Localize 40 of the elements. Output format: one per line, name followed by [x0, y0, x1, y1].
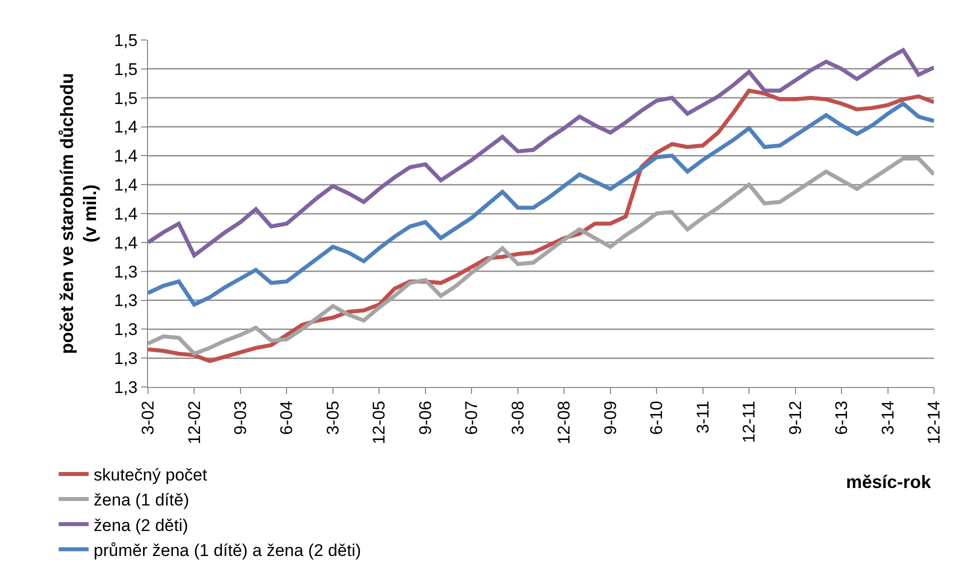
x-tick-label: 3-11	[693, 400, 712, 434]
x-tick-label: 9-09	[600, 400, 620, 435]
x-tick-label: 9-03	[230, 400, 250, 435]
y-tick-label: 1,5	[114, 60, 138, 79]
line-series	[148, 156, 934, 356]
y-tick-label: 1,3	[114, 320, 138, 340]
y-tick-label: 1,4	[114, 204, 138, 224]
line-series	[148, 102, 934, 307]
x-tick-label: 3-14	[878, 400, 898, 435]
y-axis-title: počet žen ve starobním důchodu (v mil.)	[56, 72, 100, 354]
y-tick-label: 1,4	[114, 176, 138, 195]
y-tick-label: 1,4	[114, 118, 138, 137]
y-tick-label: 1,4	[114, 233, 138, 252]
y-tick-label: 1,3	[114, 349, 138, 368]
x-tick-label: 12-02	[184, 400, 204, 444]
y-tick-label: 1,4	[114, 146, 138, 166]
y-tick-label: 1,3	[114, 378, 138, 397]
x-tick-label: 12-14	[924, 400, 944, 444]
y-tick-label: 1,5	[114, 88, 138, 108]
x-tick-label: 3-02	[138, 400, 158, 435]
x-tick-label: 6-10	[647, 400, 666, 435]
x-tick-label: 6-04	[277, 400, 296, 435]
y-tick-label: 1,5	[114, 30, 138, 50]
legend-label: žena (2 děti)	[94, 516, 188, 535]
legend-label: žena (1 dítě)	[94, 490, 190, 510]
x-tick-label: 12-11	[740, 400, 759, 444]
legend-label: skutečný počet	[94, 466, 208, 485]
x-axis-title: měsíc-rok	[846, 472, 932, 492]
y-tick-label: 1,3	[114, 291, 138, 310]
x-tick-label: 3-05	[323, 400, 342, 435]
x-tick-label: 3-08	[508, 400, 528, 435]
x-tick-label: 9-06	[416, 400, 435, 435]
legend-label: průměr žena (1 dítě) a žena (2 děti)	[94, 540, 362, 560]
y-tick-label: 1,3	[114, 262, 138, 282]
x-tick-label: 6-07	[462, 400, 482, 435]
x-tick-label: 12-08	[554, 400, 574, 444]
x-tick-label: 12-05	[370, 400, 389, 444]
x-tick-label: 6-13	[832, 400, 852, 435]
x-tick-label: 9-12	[786, 400, 805, 435]
line-series	[148, 48, 934, 258]
